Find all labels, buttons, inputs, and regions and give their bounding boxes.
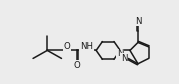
Text: N: N <box>135 17 141 26</box>
Text: O: O <box>73 61 80 70</box>
Text: N: N <box>121 54 128 63</box>
Text: O: O <box>64 42 70 51</box>
Text: NH: NH <box>80 42 93 51</box>
Text: N: N <box>117 49 124 58</box>
